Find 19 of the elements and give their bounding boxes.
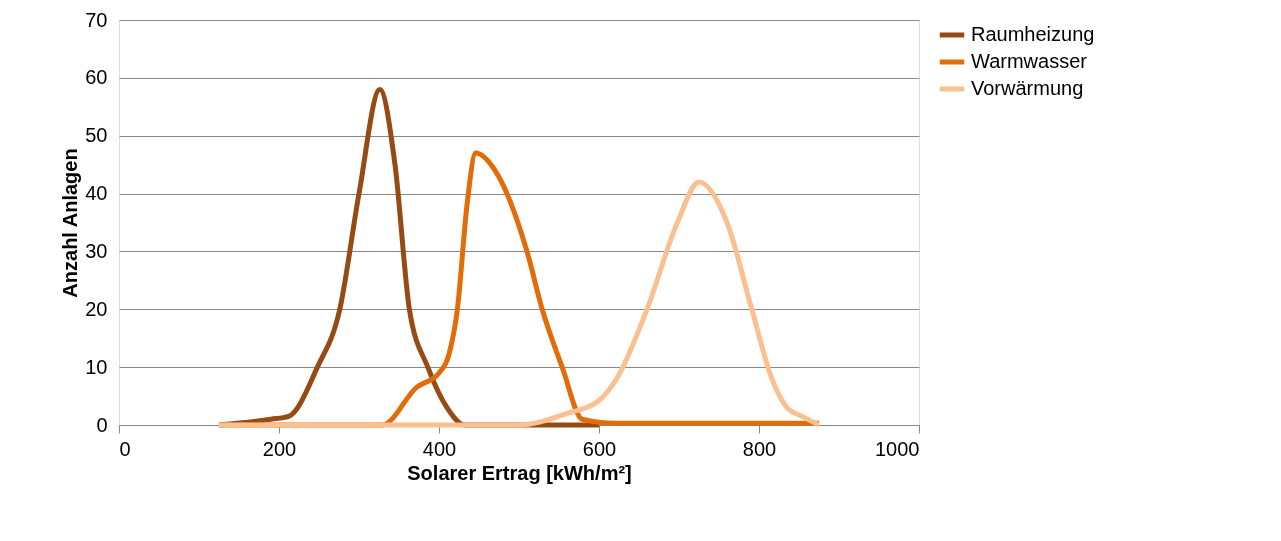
- y-tick-label: 30: [85, 239, 108, 262]
- y-tick-label: 50: [85, 124, 108, 147]
- y-tick-label: 20: [85, 297, 108, 320]
- y-tick-label: 0: [96, 413, 108, 436]
- legend-label: Vorwärmung: [971, 77, 1084, 99]
- y-tick-label: 40: [85, 182, 108, 205]
- y-axis-title: Anzahl Anlagen: [59, 148, 82, 298]
- y-tick-label: 60: [85, 66, 108, 89]
- x-tick-label: 1000: [875, 437, 920, 460]
- x-tick-label: 0: [119, 437, 131, 460]
- x-axis-title: Solarer Ertrag [kWh/m²]: [407, 461, 632, 484]
- y-tick-label: 10: [85, 355, 108, 378]
- x-tick-label: 800: [742, 437, 777, 460]
- x-tick-label: 200: [262, 437, 297, 460]
- legend-label: Warmwasser: [971, 50, 1088, 72]
- legend-label: Raumheizung: [971, 23, 1095, 45]
- x-tick-label: 400: [422, 437, 457, 460]
- x-tick-label: 600: [582, 437, 617, 460]
- y-tick-label: 70: [85, 8, 108, 31]
